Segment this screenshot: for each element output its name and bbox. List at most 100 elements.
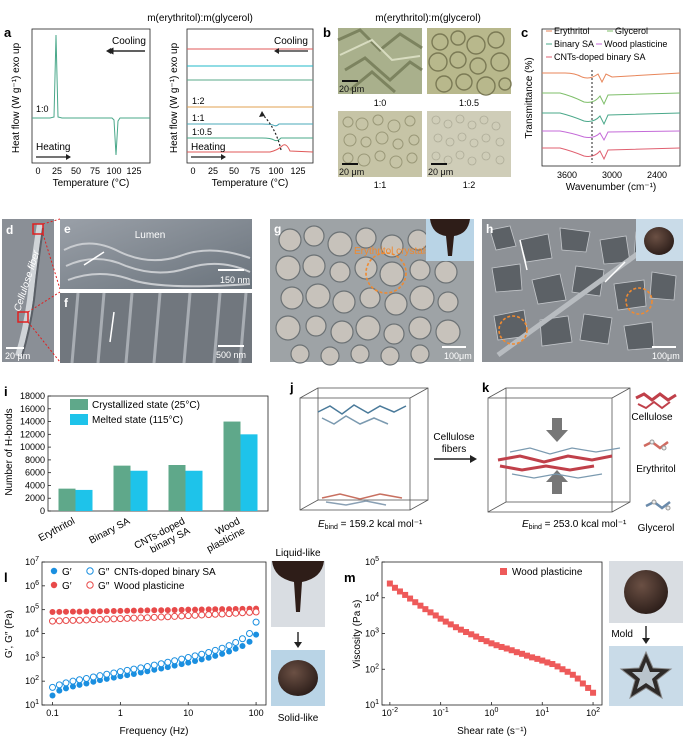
panel-m-ylabel: Viscosity (Pa s) <box>352 600 363 669</box>
data-point <box>69 616 77 624</box>
data-point <box>164 613 172 621</box>
data-point <box>212 606 219 613</box>
data-point <box>232 609 240 617</box>
panel-c-xlabel: Wavenumber (cm⁻¹) <box>566 182 656 193</box>
data-point <box>212 652 219 659</box>
data-point <box>432 612 439 619</box>
tick-exponent: 4 <box>375 592 379 599</box>
panel-i-legend: Crystallized state (25°C) Melted state (… <box>70 399 200 426</box>
data-point <box>49 608 56 615</box>
panel-a-left-xtick: 0 <box>35 166 40 176</box>
data-point <box>564 668 571 675</box>
data-point <box>503 645 510 652</box>
data-point <box>55 617 63 625</box>
data-point <box>483 638 490 645</box>
data-point <box>198 606 205 613</box>
panel-a-left-xtick: 100 <box>106 166 121 176</box>
panel-a-right-xtick: 50 <box>229 166 239 176</box>
panel-a-left-xlabel: Temperature (°C) <box>53 178 130 189</box>
fiber-arrow <box>519 239 528 271</box>
panel-i-ytick-label: 2000 <box>25 493 45 503</box>
x-tick-label: 101 <box>535 707 549 718</box>
fiber-arrow <box>604 261 626 283</box>
x-tick-label: 100 <box>249 708 264 718</box>
tick-exponent: -2 <box>392 707 398 714</box>
panel-h-scale: 100μm <box>652 351 680 361</box>
tick-base: 10 <box>365 593 375 603</box>
data-point <box>49 683 57 691</box>
legend-cellulose: Cellulose <box>631 412 673 423</box>
data-point <box>447 621 454 628</box>
data-point <box>478 636 485 643</box>
panel-g-scale: 100μm <box>444 351 472 361</box>
tick-exponent: 2 <box>596 707 600 714</box>
data-point <box>116 615 124 623</box>
panel-m: m Viscosity (Pa s) Shear rate (s⁻¹) 10-2… <box>344 556 683 737</box>
panel-a-label-1-1: 1:1 <box>192 113 205 123</box>
panel-i-frame <box>47 395 269 512</box>
data-point <box>110 674 117 681</box>
data-point <box>396 588 403 595</box>
data-point <box>178 655 186 663</box>
micrograph-1-2 <box>427 111 511 177</box>
data-point <box>422 606 429 613</box>
data-point <box>56 608 63 615</box>
tick-base: 10 <box>25 557 35 567</box>
data-point <box>463 629 470 636</box>
panel-a-right-xtick: 100 <box>268 166 283 176</box>
tick-base: 10 <box>535 708 545 718</box>
data-point <box>62 617 70 625</box>
data-point <box>56 687 63 694</box>
panel-i-ytick-label: 16000 <box>20 404 45 414</box>
tick-base: 10 <box>365 629 375 639</box>
panel-a-right-xticks: 0 25 50 75 100 125 <box>190 166 305 176</box>
panel-l-ylabel: G′, G″ (Pa) <box>4 610 15 658</box>
crystal-highlight <box>625 287 653 315</box>
data-point <box>391 584 398 591</box>
y-tick-label: 106 <box>25 580 39 591</box>
zoom-line <box>27 321 61 363</box>
panel-a-ylabel: Heat flow (W g⁻¹) exo up <box>11 42 22 153</box>
y-tick-label: 102 <box>365 663 379 674</box>
panel-a-letter: a <box>4 25 12 40</box>
legend-l-wood: Wood plasticine <box>114 581 185 592</box>
data-point <box>69 683 76 690</box>
legend-l-g3: G′ <box>62 581 72 592</box>
tick-base: 10 <box>25 605 35 615</box>
data-point <box>198 650 206 658</box>
panel-j-value: = 159.2 kcal mol⁻¹ <box>338 519 423 530</box>
panel-jk-arrow-label-1: Cellulose <box>433 432 475 443</box>
bar-crystallized <box>168 465 186 511</box>
data-point <box>89 673 97 681</box>
data-point <box>158 665 165 672</box>
panel-a: a m(erythritol):m(glycerol) Heat flow (W… <box>4 13 314 189</box>
data-point <box>238 609 246 617</box>
panel-a-left-xtick: 25 <box>52 166 62 176</box>
panel-k-sub: bind <box>529 524 542 531</box>
data-point <box>253 631 260 638</box>
tick-exponent: -1 <box>443 707 449 714</box>
data-point <box>144 668 151 675</box>
y-tick-label: 104 <box>365 592 379 603</box>
legend-marker <box>86 567 94 575</box>
data-point <box>124 607 131 614</box>
legend-swatch-melted <box>70 414 88 425</box>
bar-melted <box>240 434 258 511</box>
panel-a-curve-1-1 <box>187 123 313 127</box>
data-point <box>164 607 171 614</box>
data-point <box>116 668 124 676</box>
data-point <box>559 666 566 673</box>
panel-a-right-frame <box>186 28 314 164</box>
data-point <box>103 608 110 615</box>
tick-exponent: 5 <box>35 604 39 611</box>
panel-i-ytick-label: 0 <box>40 506 45 516</box>
panel-i-ytick-label: 4000 <box>25 480 45 490</box>
data-point <box>49 617 57 625</box>
zoom-box-e <box>32 223 44 235</box>
panel-k-e: E <box>522 519 529 530</box>
data-point <box>544 659 551 666</box>
panel-m-frame <box>381 561 603 706</box>
data-point <box>452 624 459 631</box>
data-point <box>76 616 84 624</box>
